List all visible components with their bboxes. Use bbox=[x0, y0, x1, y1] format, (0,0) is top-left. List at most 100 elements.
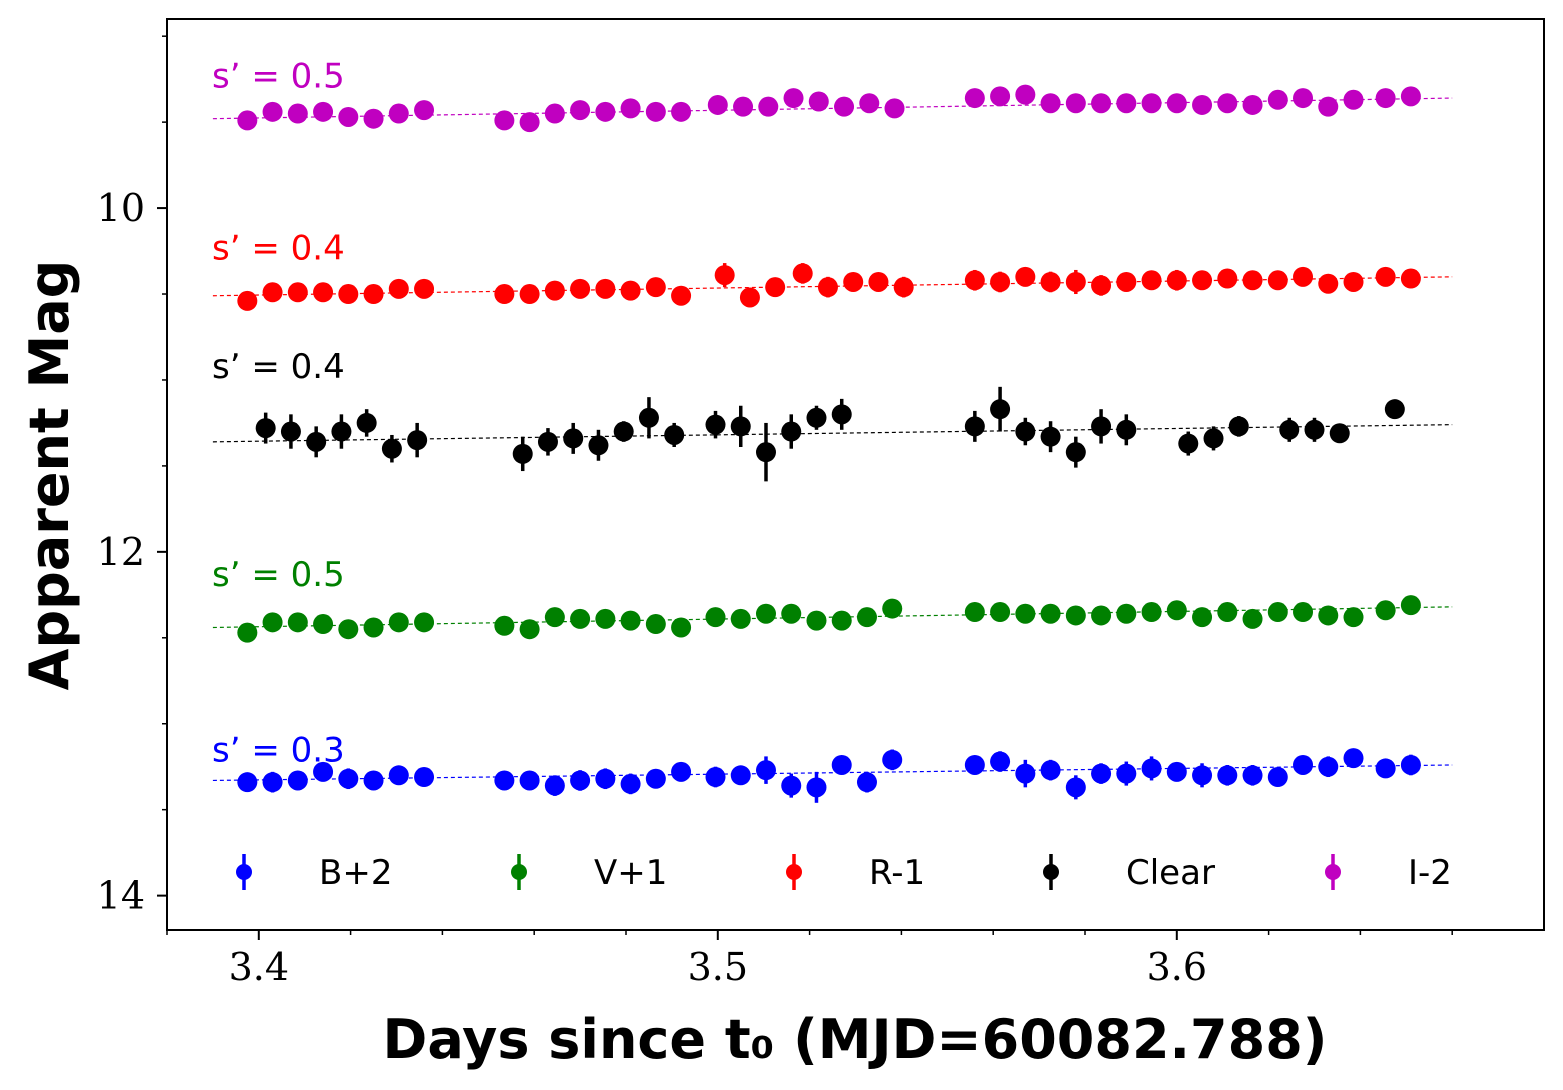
marker bbox=[363, 770, 384, 791]
marker bbox=[964, 754, 985, 775]
marker bbox=[1040, 271, 1061, 292]
data-point bbox=[313, 101, 334, 122]
marker bbox=[356, 412, 377, 433]
data-point bbox=[363, 770, 384, 791]
marker bbox=[570, 608, 591, 629]
data-point bbox=[519, 284, 540, 305]
data-point bbox=[595, 768, 616, 790]
marker bbox=[730, 765, 751, 786]
marker bbox=[730, 608, 751, 629]
marker bbox=[733, 96, 754, 117]
marker bbox=[620, 98, 641, 119]
marker bbox=[817, 277, 838, 298]
marker bbox=[588, 435, 609, 456]
marker bbox=[714, 265, 735, 286]
data-point bbox=[990, 271, 1011, 293]
data-point bbox=[287, 103, 308, 124]
data-point bbox=[806, 610, 827, 631]
data-point bbox=[730, 608, 751, 629]
marker bbox=[645, 768, 666, 789]
marker bbox=[313, 761, 334, 782]
data-point bbox=[262, 282, 283, 303]
legend-marker bbox=[1325, 864, 1341, 880]
data-point bbox=[1343, 89, 1364, 110]
marker bbox=[1293, 266, 1314, 287]
data-point bbox=[1192, 763, 1213, 788]
data-point bbox=[620, 773, 641, 795]
marker bbox=[519, 284, 540, 305]
data-point bbox=[338, 768, 359, 790]
y-tick-label: 14 bbox=[97, 874, 145, 918]
data-point bbox=[671, 761, 692, 782]
data-point bbox=[730, 405, 751, 447]
marker bbox=[1065, 271, 1086, 292]
data-point bbox=[1400, 268, 1421, 289]
data-point bbox=[1015, 417, 1036, 446]
marker bbox=[1065, 442, 1086, 463]
data-point bbox=[1065, 775, 1086, 800]
marker bbox=[859, 93, 880, 114]
marker bbox=[893, 277, 914, 298]
marker bbox=[620, 610, 641, 631]
data-point bbox=[707, 94, 728, 115]
data-point bbox=[1166, 93, 1187, 114]
data-point bbox=[1040, 271, 1061, 293]
marker bbox=[1267, 89, 1288, 110]
data-point bbox=[792, 263, 813, 284]
data-point bbox=[494, 110, 515, 131]
data-point bbox=[1040, 603, 1061, 624]
marker bbox=[1065, 93, 1086, 114]
data-point bbox=[1329, 423, 1350, 444]
legend: B+2 V+1 R-1 Clear I-2 bbox=[236, 853, 1452, 893]
marker bbox=[783, 88, 804, 109]
data-point bbox=[1091, 93, 1112, 114]
marker bbox=[739, 287, 760, 308]
marker bbox=[705, 607, 726, 628]
data-point bbox=[1293, 754, 1314, 775]
data-point bbox=[595, 608, 616, 629]
marker bbox=[1400, 754, 1421, 775]
marker bbox=[338, 284, 359, 305]
marker bbox=[1116, 93, 1137, 114]
marker bbox=[1166, 93, 1187, 114]
marker bbox=[882, 598, 903, 619]
marker bbox=[512, 443, 533, 464]
data-point bbox=[831, 398, 852, 430]
data-point bbox=[1192, 270, 1213, 291]
data-point bbox=[1400, 86, 1421, 107]
x-tick-label: 3.5 bbox=[688, 945, 748, 989]
marker bbox=[671, 761, 692, 782]
marker bbox=[1242, 94, 1263, 115]
marker bbox=[1329, 423, 1350, 444]
data-point bbox=[1040, 421, 1061, 453]
marker bbox=[645, 614, 666, 635]
marker bbox=[544, 775, 565, 796]
data-point bbox=[1318, 96, 1339, 117]
marker bbox=[381, 438, 402, 459]
data-point bbox=[893, 276, 914, 298]
data-point bbox=[739, 287, 760, 308]
data-point bbox=[338, 619, 359, 640]
marker bbox=[671, 617, 692, 638]
data-point bbox=[1318, 756, 1339, 778]
data-point bbox=[1203, 426, 1224, 451]
data-point bbox=[705, 410, 726, 439]
data-point bbox=[338, 284, 359, 305]
marker bbox=[808, 91, 829, 112]
data-point bbox=[765, 277, 786, 298]
marker bbox=[570, 100, 591, 121]
data-point bbox=[1279, 417, 1300, 442]
marker bbox=[494, 615, 515, 636]
data-point bbox=[544, 280, 565, 301]
marker bbox=[494, 110, 515, 131]
marker bbox=[664, 424, 685, 445]
data-point bbox=[990, 86, 1011, 107]
data-point bbox=[1318, 273, 1339, 294]
data-point bbox=[237, 772, 258, 793]
data-point bbox=[645, 614, 666, 635]
marker bbox=[1343, 271, 1364, 292]
data-points bbox=[237, 84, 1421, 803]
marker bbox=[671, 285, 692, 306]
data-point bbox=[1141, 602, 1162, 623]
marker bbox=[595, 278, 616, 299]
